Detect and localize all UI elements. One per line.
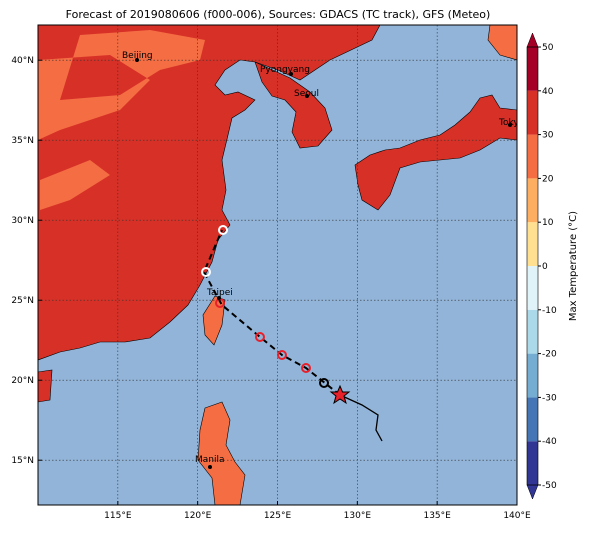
colorbar-tick-label: 40 [542, 87, 554, 97]
storm-symbols [201, 225, 329, 388]
colorbar-segment [527, 309, 538, 354]
forecast-track [202, 229, 341, 396]
colorbar-tick-label: 30 [542, 131, 554, 141]
colorbar-segment [527, 441, 538, 485]
title: Forecast of 2019080606 (f000-006), Sourc… [66, 8, 491, 21]
lat-tick-label: 15°N [11, 456, 34, 466]
colorbar-extend-high [526, 32, 539, 48]
city-label: Taipei [206, 288, 233, 298]
colorbar-segment [527, 134, 538, 179]
lat-tick-label: 35°N [11, 136, 34, 146]
colorbar-tick-label: -10 [542, 306, 557, 316]
land-hokkaido [487, 25, 517, 61]
colorbar-tick-label: -40 [542, 437, 557, 447]
colorbar-tick-label: 20 [542, 174, 554, 184]
lon-tick-label: 135°E [423, 511, 451, 521]
colorbar-tick-label: -30 [542, 393, 557, 403]
land-luzon [197, 401, 246, 505]
city-label: Beijing [122, 51, 153, 61]
colorbar-segment [527, 47, 538, 91]
lat-tick-label: 20°N [11, 376, 34, 386]
colorbar-segment [527, 90, 538, 135]
lon-tick-label: 120°E [184, 511, 212, 521]
city-label: Seoul [294, 89, 319, 99]
lat-tick-label: 25°N [11, 296, 34, 306]
colorbar-tick-label: 0 [542, 262, 548, 272]
colorbar-segment [527, 178, 538, 223]
lat-tick-label: 40°N [11, 56, 34, 66]
colorbar-tick-label: 50 [542, 43, 554, 53]
colorbar-extend-low [526, 484, 539, 500]
map-area: Beijing Pyongyang Seoul Tokyo Taipei Man… [38, 25, 525, 505]
land-warm [38, 30, 205, 210]
city-label: Manila [195, 455, 225, 465]
lat-tick-label: 30°N [11, 216, 34, 226]
colorbar-tick-label: -50 [542, 481, 557, 491]
current-position [329, 384, 351, 405]
colorbar-tick-label: -20 [542, 350, 557, 360]
lon-tick-label: 115°E [104, 511, 132, 521]
colorbar-tick-label: 10 [542, 218, 554, 228]
land-japan [354, 94, 517, 211]
city-dots [135, 58, 512, 469]
lon-tick-label: 140°E [503, 511, 531, 521]
city-label: Tokyo [498, 118, 525, 128]
colorbar-segment [527, 397, 538, 442]
land-china [38, 25, 381, 361]
colorbar-label: Max Temperature (°C) [568, 211, 579, 321]
lon-tick-label: 125°E [264, 511, 292, 521]
lon-tick-label: 130°E [344, 511, 372, 521]
city-label: Pyongyang [260, 65, 310, 75]
land-hainan [38, 369, 53, 403]
colorbar-segment [527, 353, 538, 398]
land-korea [254, 61, 333, 149]
past-track [339, 394, 383, 442]
colorbar-segment [527, 266, 538, 310]
colorbar-segment [527, 222, 538, 266]
